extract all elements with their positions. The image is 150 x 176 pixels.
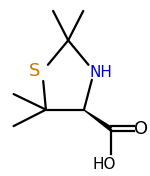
Text: S: S [29, 62, 40, 80]
Text: HO: HO [92, 157, 116, 172]
Text: O: O [134, 120, 148, 138]
Text: NH: NH [90, 65, 113, 80]
Polygon shape [85, 111, 111, 130]
